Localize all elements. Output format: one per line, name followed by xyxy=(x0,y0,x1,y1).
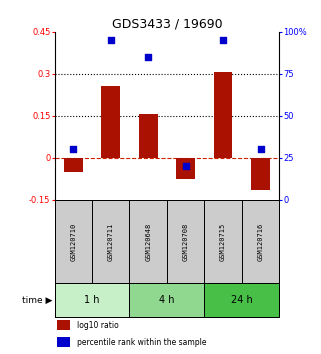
Point xyxy=(71,147,76,152)
Point xyxy=(258,147,263,152)
Title: GDS3433 / 19690: GDS3433 / 19690 xyxy=(112,18,222,31)
Text: GSM120708: GSM120708 xyxy=(183,222,189,261)
Text: GSM120716: GSM120716 xyxy=(257,222,264,261)
Bar xyxy=(176,158,195,178)
Point xyxy=(183,163,188,169)
Text: GSM120710: GSM120710 xyxy=(70,222,76,261)
Text: GSM120715: GSM120715 xyxy=(220,222,226,261)
Bar xyxy=(204,284,279,317)
Bar xyxy=(64,158,83,172)
Text: 24 h: 24 h xyxy=(231,295,253,305)
Bar xyxy=(204,200,242,284)
Point xyxy=(146,54,151,60)
Bar xyxy=(92,200,129,284)
Bar xyxy=(129,200,167,284)
Bar xyxy=(57,320,70,330)
Text: percentile rank within the sample: percentile rank within the sample xyxy=(77,338,206,347)
Text: 4 h: 4 h xyxy=(159,295,175,305)
Bar xyxy=(55,200,92,284)
Text: time ▶: time ▶ xyxy=(22,296,53,305)
Text: GSM120711: GSM120711 xyxy=(108,222,114,261)
Text: GSM120648: GSM120648 xyxy=(145,222,151,261)
Bar xyxy=(242,200,279,284)
Bar xyxy=(129,284,204,317)
Point xyxy=(221,38,226,43)
Bar xyxy=(214,72,232,158)
Bar xyxy=(139,114,158,158)
Bar xyxy=(101,86,120,158)
Bar xyxy=(167,200,204,284)
Bar xyxy=(251,158,270,190)
Point xyxy=(108,38,113,43)
Bar xyxy=(55,284,129,317)
Text: log10 ratio: log10 ratio xyxy=(77,321,119,330)
Bar xyxy=(57,337,70,347)
Text: 1 h: 1 h xyxy=(84,295,100,305)
